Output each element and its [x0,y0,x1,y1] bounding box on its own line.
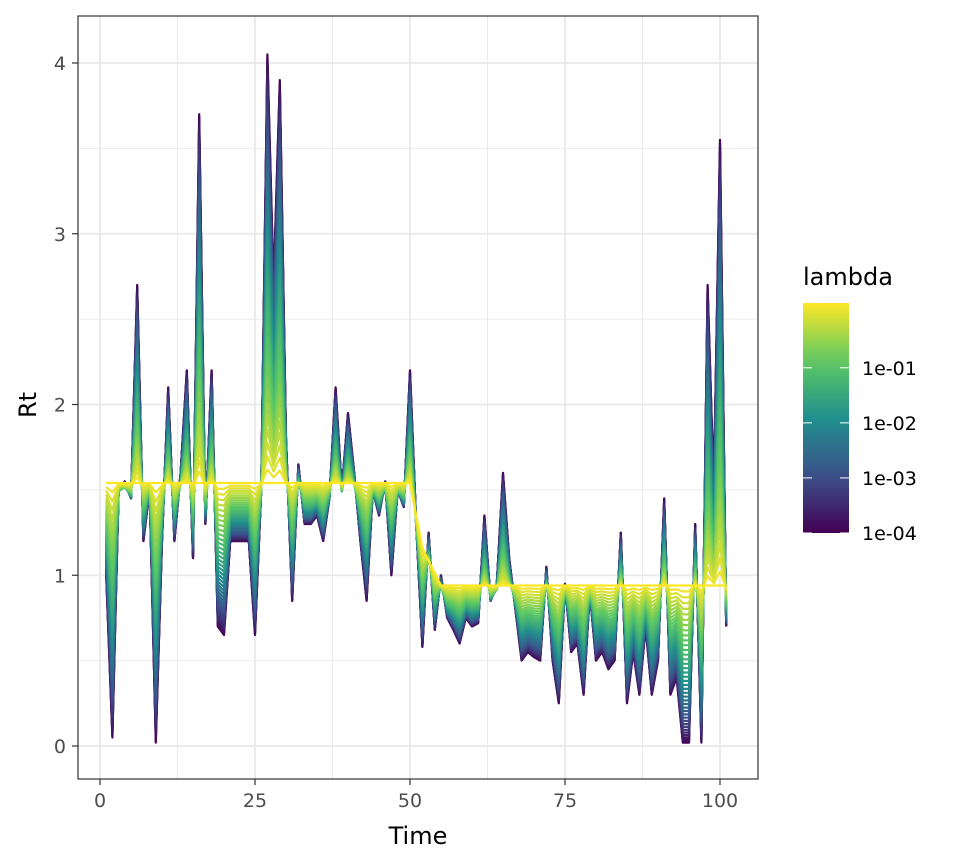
legend-title: lambda [803,263,893,291]
legend-colorbar [803,303,849,533]
y-tick-label: 1 [54,565,66,587]
x-tick-label: 75 [553,790,577,812]
y-tick-label: 0 [54,736,66,758]
legend-label: 1e-04 [862,523,917,545]
y-axis-title: Rt [14,392,42,418]
y-tick-label: 3 [54,224,66,246]
legend-label: 1e-02 [862,413,917,435]
x-axis-title: Time [388,822,448,850]
series-group [105,53,728,744]
y-tick-label: 4 [54,53,66,75]
legend-ticks: 1e-01 1e-02 1e-03 1e-04 [803,358,917,545]
x-axis: 0 25 50 75 100 [94,779,738,812]
legend-label: 1e-01 [862,358,917,380]
legend-label: 1e-03 [862,468,917,490]
x-tick-label: 0 [94,790,106,812]
series-line [106,481,727,587]
x-tick-label: 25 [243,790,267,812]
x-tick-label: 50 [398,790,422,812]
x-tick-label: 100 [702,790,738,812]
y-axis: 0 1 2 3 4 [54,53,78,758]
y-tick-label: 2 [54,395,66,417]
panel-border [77,15,759,780]
legend: lambda 1e-01 1e-02 1e-03 1e-04 [803,263,917,545]
